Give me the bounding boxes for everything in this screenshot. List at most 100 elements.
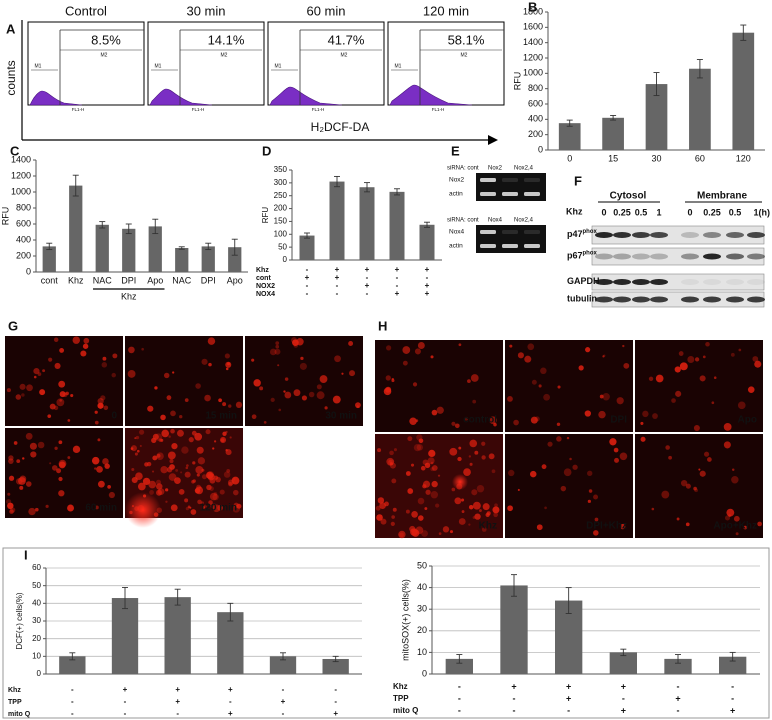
cell-signal (693, 425, 700, 432)
cell-signal (723, 441, 731, 449)
cell-signal (405, 471, 411, 476)
condition-name: NOX4 (256, 291, 275, 298)
cell-signal (431, 465, 438, 471)
cell-signal (187, 505, 191, 509)
cell-signal (34, 507, 39, 512)
cell-signal (152, 455, 158, 461)
gel-header: Nox2,4 (514, 218, 534, 224)
cell-signal (67, 456, 71, 459)
bar (558, 123, 581, 150)
error-bar (610, 115, 617, 121)
condition-mark: + (175, 685, 180, 694)
condition-mark: - (731, 693, 734, 703)
histogram-frame (27, 21, 145, 106)
cell-signal (676, 517, 680, 521)
cell-signal (100, 395, 106, 401)
cell-signal (48, 357, 53, 362)
cell-signal (614, 457, 620, 463)
cell-signal (219, 489, 225, 495)
x-tick-label: NAC (172, 275, 192, 285)
cell-signal (405, 509, 410, 514)
x-tick-label: cont (41, 275, 59, 285)
cell-signal (538, 384, 542, 388)
image-label: DPI+Khz (586, 521, 627, 532)
cell-signal (300, 356, 304, 361)
error-bar (456, 654, 463, 664)
micrograph (125, 336, 243, 426)
cell-signal (208, 500, 213, 505)
cell-signal (42, 369, 46, 373)
y-tick-label: 200 (528, 129, 543, 139)
error-bar (364, 182, 370, 193)
condition-mark: - (306, 289, 309, 298)
cell-signal (82, 343, 89, 349)
cell-signal (194, 432, 203, 441)
cell-signal (334, 355, 341, 363)
cell-signal (391, 478, 397, 484)
cell-signal (152, 433, 159, 440)
cell-signal (180, 471, 183, 474)
cell-signal (156, 453, 161, 458)
panel-letter: B (528, 0, 537, 14)
bar (122, 228, 136, 272)
condition-mark: - (71, 709, 74, 718)
cell-signal (196, 446, 204, 454)
cell-signal (188, 437, 194, 443)
blot-band (595, 296, 613, 303)
histogram (389, 84, 473, 106)
cell-signal (7, 492, 11, 496)
blot-sup: phox (583, 250, 598, 256)
cell-signal (25, 432, 33, 440)
cell-signal (451, 421, 456, 426)
cell-signal (711, 401, 715, 405)
cell-signal (593, 494, 599, 500)
cell-signal (422, 459, 429, 466)
cell-signal (509, 344, 513, 348)
cell-signal (651, 507, 655, 511)
cell-signal (65, 391, 69, 396)
cell-signal (225, 361, 232, 368)
cell-signal (435, 503, 440, 508)
cell-signal (757, 521, 762, 527)
cell-signal (599, 394, 604, 399)
condition-mark: - (677, 705, 680, 715)
cell-signal (705, 341, 710, 347)
blot-band (650, 296, 668, 303)
blot-band (650, 232, 668, 238)
cell-signal (59, 399, 63, 402)
cell-signal (91, 456, 100, 465)
cell-signal (481, 441, 486, 446)
cell-signal (195, 383, 201, 389)
cell-signal (19, 383, 26, 390)
blot-band (613, 253, 631, 260)
x-tick-label: 15 (608, 153, 618, 163)
cell-signal (229, 436, 232, 439)
blot-band (703, 279, 721, 285)
cell-signal (94, 410, 98, 414)
cell-signal (251, 358, 255, 362)
cell-signal (212, 447, 215, 450)
cell-signal (513, 419, 519, 426)
y-tick-label: 30 (32, 616, 41, 625)
cell-signal (316, 384, 322, 390)
gel-band (480, 178, 496, 182)
cell-signal (139, 444, 142, 448)
cell-signal (102, 356, 107, 361)
cell-signal (25, 481, 32, 487)
error-bar (394, 188, 400, 196)
cell-signal (103, 405, 109, 411)
cell-signal (111, 372, 116, 378)
y-tick-label: 40 (32, 598, 41, 607)
condition-mark: + (395, 289, 400, 298)
condition-mark: - (336, 281, 339, 290)
gel-band (480, 230, 496, 234)
cell-signal (648, 376, 654, 381)
gel-band (524, 178, 540, 182)
condition-mark: + (175, 697, 180, 706)
y-axis-label: DCF(+) cells(%) (15, 592, 24, 649)
cell-signal (97, 438, 101, 442)
cell-signal (540, 367, 547, 375)
cell-signal (482, 503, 490, 511)
gel-band (524, 244, 540, 248)
blot-band (650, 279, 668, 285)
